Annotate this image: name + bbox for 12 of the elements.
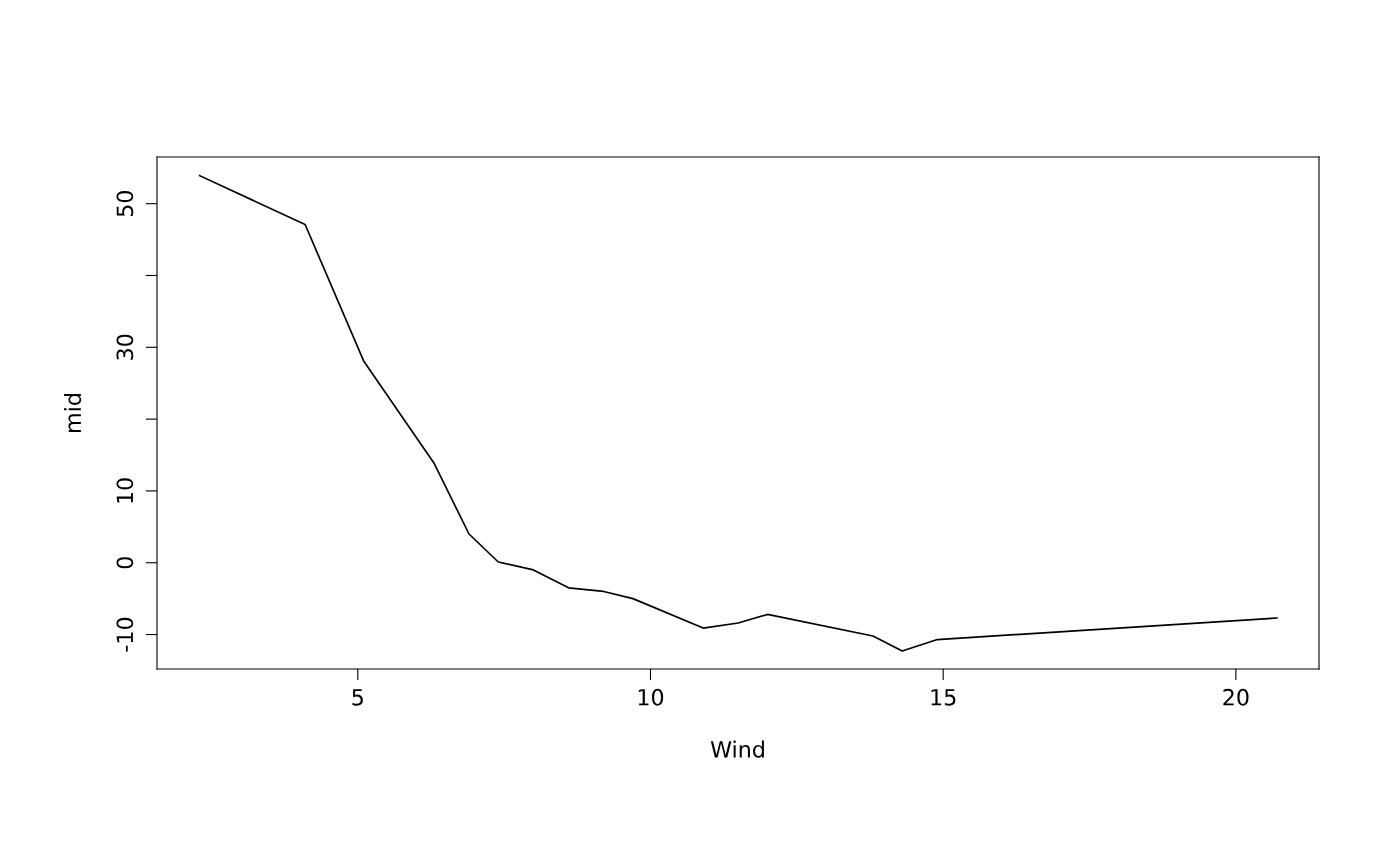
y-axis-title: mid xyxy=(63,394,82,432)
y-tick-label: 50 xyxy=(116,191,134,217)
y-tick-label: -10 xyxy=(116,617,134,652)
x-tick-label: 20 xyxy=(1223,688,1249,706)
x-tick-label: 15 xyxy=(931,689,956,706)
y-tick-label: 0 xyxy=(116,557,134,569)
x-tick-label: 10 xyxy=(638,688,664,706)
x-tick-label: 5 xyxy=(352,689,363,706)
y-tick-label: 30 xyxy=(116,334,134,360)
y-tick-label: 10 xyxy=(116,478,134,503)
x-axis-title: Wind xyxy=(710,740,764,758)
line-series xyxy=(198,174,1278,652)
